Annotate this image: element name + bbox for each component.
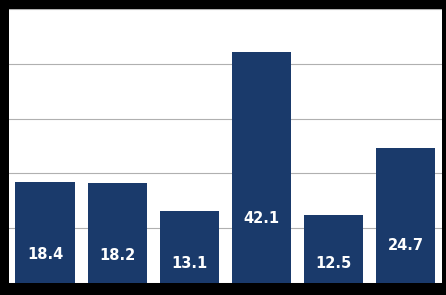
Text: 42.1: 42.1 [243, 211, 279, 226]
Bar [87, 183, 147, 283]
Bar [304, 215, 363, 283]
Bar [16, 182, 74, 283]
Bar [160, 211, 219, 283]
Text: 18.2: 18.2 [99, 248, 135, 263]
Bar [376, 148, 435, 283]
Text: 13.1: 13.1 [171, 255, 207, 271]
Text: 12.5: 12.5 [315, 256, 351, 271]
Text: 18.4: 18.4 [27, 248, 63, 263]
Bar [232, 52, 291, 283]
Text: 24.7: 24.7 [388, 238, 424, 253]
